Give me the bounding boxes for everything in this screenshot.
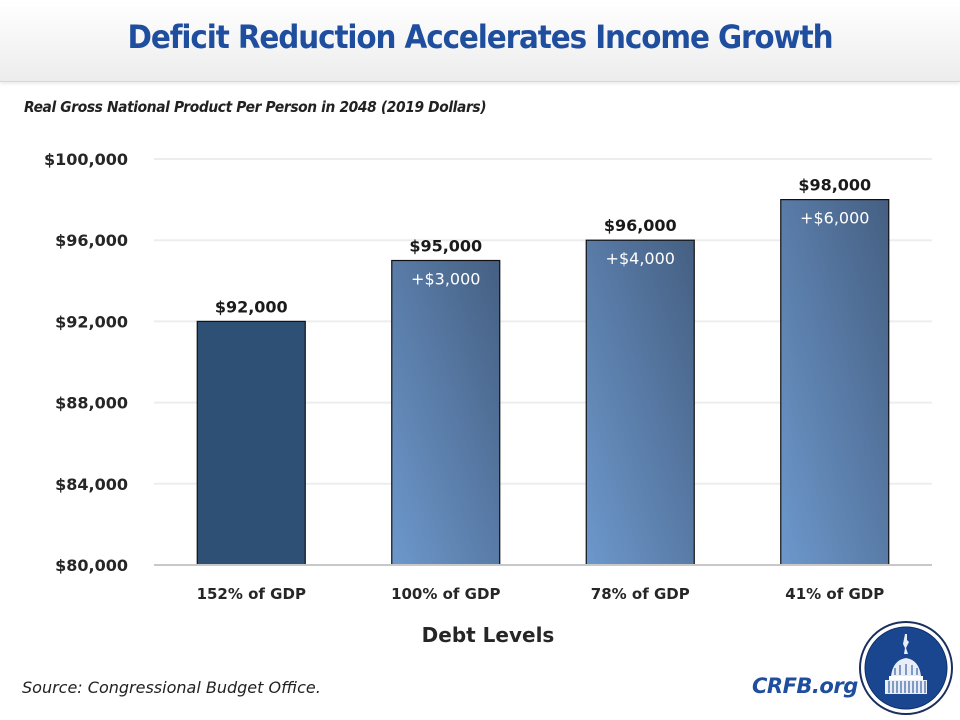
y-tick-label: $96,000 [55, 231, 128, 250]
bar-group: $96,000 +$4,000 [585, 216, 695, 566]
bar-value-label: $95,000 [409, 237, 482, 256]
bar-group: $92,000 [196, 297, 306, 566]
y-tick-label: $100,000 [44, 150, 128, 169]
bar-delta-label: +$3,000 [411, 270, 480, 289]
bar [780, 199, 890, 566]
bar-value-label: $98,000 [798, 176, 871, 195]
y-axis-ticks: $80,000 $84,000 $88,000 $92,000 $96,000 $100,… [44, 150, 128, 575]
source-note: Source: Congressional Budget Office. [22, 678, 321, 697]
y-tick-label: $80,000 [55, 556, 128, 575]
bar-group: $95,000 +$3,000 [391, 237, 501, 566]
x-axis-title: Debt Levels [422, 623, 555, 647]
x-tick-label: 41% of GDP [785, 585, 884, 603]
bar-delta-label: +$6,000 [800, 209, 869, 228]
x-tick-label: 78% of GDP [591, 585, 690, 603]
x-tick-label: 152% of GDP [197, 585, 306, 603]
brand-link[interactable]: CRFB.org [752, 674, 858, 698]
bars: $92,000 $95,000 +$3,000 $96,000 +$4,000 $98,0… [196, 176, 890, 566]
bar [391, 259, 501, 566]
capitol-dome-seal-icon [859, 621, 953, 715]
bar-chart: $80,000 $84,000 $88,000 $92,000 $96,000 $100,… [44, 150, 932, 647]
bar-value-label: $96,000 [604, 216, 677, 235]
bar-value-label: $92,000 [215, 297, 288, 316]
bar-group: $98,000 +$6,000 [780, 176, 890, 566]
bar [585, 239, 695, 566]
page-title: Deficit Reduction Accelerates Income Gro… [127, 18, 834, 56]
y-tick-label: $88,000 [55, 394, 128, 413]
y-tick-label: $84,000 [55, 475, 128, 494]
bar-delta-label: +$4,000 [606, 249, 675, 268]
x-axis-ticks: 152% of GDP 100% of GDP 78% of GDP 41% of G… [197, 585, 885, 603]
y-tick-label: $92,000 [55, 312, 128, 331]
x-tick-label: 100% of GDP [391, 585, 500, 603]
header-band: Deficit Reduction Accelerates Income Gro… [0, 0, 960, 82]
chart-subtitle: Real Gross National Product Per Person i… [24, 98, 487, 116]
bar [196, 320, 306, 566]
